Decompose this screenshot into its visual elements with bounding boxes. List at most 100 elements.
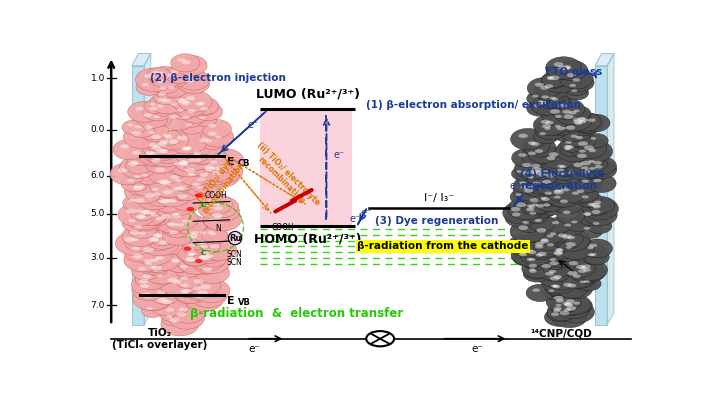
Ellipse shape (177, 109, 184, 112)
Ellipse shape (572, 274, 581, 278)
Ellipse shape (546, 217, 572, 233)
Ellipse shape (176, 158, 198, 171)
Ellipse shape (550, 109, 560, 114)
Ellipse shape (534, 115, 567, 135)
Ellipse shape (573, 302, 580, 305)
Ellipse shape (560, 137, 584, 152)
Ellipse shape (203, 252, 210, 255)
Ellipse shape (155, 195, 183, 213)
Ellipse shape (563, 211, 571, 214)
Ellipse shape (198, 102, 205, 105)
Ellipse shape (156, 217, 163, 221)
Ellipse shape (542, 257, 575, 277)
Ellipse shape (526, 284, 554, 301)
Ellipse shape (566, 74, 594, 91)
Text: e⁻: e⁻ (361, 208, 372, 218)
Ellipse shape (557, 236, 595, 259)
Ellipse shape (142, 210, 151, 214)
Ellipse shape (534, 259, 568, 280)
Ellipse shape (588, 197, 615, 213)
Ellipse shape (185, 79, 194, 83)
Ellipse shape (195, 262, 230, 284)
Ellipse shape (152, 158, 161, 162)
Ellipse shape (165, 99, 190, 114)
Ellipse shape (595, 165, 603, 169)
Ellipse shape (178, 186, 186, 190)
Ellipse shape (568, 260, 603, 281)
Ellipse shape (539, 116, 569, 135)
Ellipse shape (166, 308, 174, 312)
Ellipse shape (527, 249, 533, 252)
Ellipse shape (204, 166, 240, 187)
Ellipse shape (161, 199, 168, 203)
Ellipse shape (566, 188, 593, 204)
Ellipse shape (183, 232, 211, 249)
Ellipse shape (576, 191, 602, 208)
Ellipse shape (582, 198, 618, 220)
Ellipse shape (200, 255, 211, 260)
Ellipse shape (194, 152, 201, 155)
Ellipse shape (561, 187, 570, 192)
Ellipse shape (512, 148, 541, 167)
Ellipse shape (188, 173, 195, 176)
Ellipse shape (561, 256, 596, 278)
Ellipse shape (542, 104, 579, 127)
Ellipse shape (541, 70, 577, 93)
Ellipse shape (143, 102, 173, 121)
Ellipse shape (580, 118, 588, 122)
Ellipse shape (134, 225, 142, 228)
Ellipse shape (127, 209, 163, 231)
Ellipse shape (557, 165, 564, 168)
Ellipse shape (133, 186, 143, 190)
Ellipse shape (171, 182, 202, 201)
Ellipse shape (168, 222, 177, 226)
Ellipse shape (143, 153, 151, 157)
Ellipse shape (128, 221, 156, 238)
Ellipse shape (178, 74, 210, 93)
Ellipse shape (192, 168, 224, 187)
Ellipse shape (536, 228, 546, 232)
Ellipse shape (522, 163, 531, 167)
Ellipse shape (588, 253, 594, 256)
Ellipse shape (546, 173, 556, 178)
Ellipse shape (541, 231, 566, 246)
Ellipse shape (505, 208, 536, 227)
Ellipse shape (528, 206, 534, 208)
Ellipse shape (578, 269, 586, 273)
Bar (595, 66, 607, 325)
Ellipse shape (560, 231, 590, 250)
Ellipse shape (204, 215, 226, 229)
Ellipse shape (171, 188, 179, 191)
Ellipse shape (145, 294, 153, 297)
Ellipse shape (544, 127, 551, 130)
Ellipse shape (171, 94, 199, 111)
Ellipse shape (517, 217, 541, 232)
Ellipse shape (162, 99, 171, 103)
Ellipse shape (172, 157, 202, 175)
Ellipse shape (584, 249, 609, 265)
Ellipse shape (148, 292, 187, 316)
Ellipse shape (557, 248, 562, 251)
Ellipse shape (129, 172, 152, 186)
Ellipse shape (138, 185, 145, 188)
Ellipse shape (177, 242, 210, 263)
Ellipse shape (567, 236, 575, 239)
Ellipse shape (197, 159, 233, 182)
Ellipse shape (522, 221, 529, 224)
Ellipse shape (552, 98, 559, 101)
Ellipse shape (582, 195, 589, 198)
Ellipse shape (515, 240, 523, 243)
Ellipse shape (553, 183, 586, 203)
Ellipse shape (192, 279, 230, 303)
Ellipse shape (513, 181, 546, 201)
Ellipse shape (164, 254, 194, 272)
Ellipse shape (552, 305, 588, 327)
Ellipse shape (181, 105, 211, 123)
Ellipse shape (553, 195, 583, 214)
Ellipse shape (113, 139, 146, 160)
Ellipse shape (204, 165, 215, 169)
Ellipse shape (541, 197, 550, 201)
Ellipse shape (540, 239, 549, 243)
Ellipse shape (207, 201, 240, 222)
Ellipse shape (577, 208, 606, 226)
